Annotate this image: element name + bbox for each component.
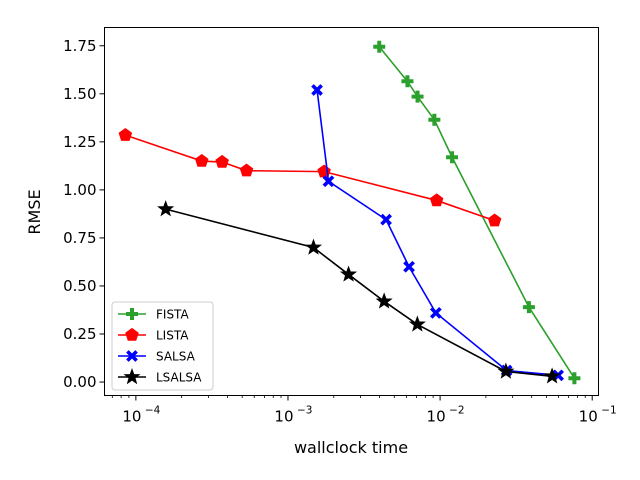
legend-item-lista: LISTA [118, 327, 189, 343]
fista-point [411, 90, 424, 103]
lista-point [118, 127, 133, 141]
series-fista [373, 40, 581, 385]
lista-point [487, 213, 502, 227]
lista-point [215, 154, 229, 168]
lsalsa-point [543, 367, 561, 384]
salsa-point [311, 84, 323, 96]
y-tick-label: 0.50 [63, 277, 96, 295]
fista-point [428, 113, 441, 126]
series-layer [118, 40, 581, 385]
fista-point [401, 75, 414, 88]
y-tick-label: 1.50 [63, 85, 96, 103]
legend-marker-lsalsa [123, 368, 141, 385]
x-axis-label: wallclock time [294, 438, 408, 457]
y-tick-label: 1.75 [63, 37, 96, 55]
legend: FISTA LISTA SALSA LSALSA [111, 301, 214, 391]
legend-item-salsa: SALSA [118, 350, 196, 364]
legend-marker-salsa [126, 350, 138, 362]
fista-point [373, 40, 386, 53]
y-tick-label: 0.75 [63, 229, 96, 247]
x-tick-label: 10 [579, 408, 598, 426]
legend-label-fista: FISTA [156, 308, 189, 322]
legend-marker-lista [125, 327, 139, 341]
lsalsa-point [497, 362, 515, 379]
x-tick-exponent: −4 [145, 405, 161, 417]
fista-point [522, 301, 535, 314]
salsa-point [403, 260, 415, 273]
lsalsa-point [375, 292, 393, 309]
lista-point [239, 163, 254, 177]
legend-item-fista: FISTA [118, 308, 189, 322]
lsalsa-point [408, 315, 426, 332]
salsa-point [380, 213, 392, 226]
y-tick-label: 1.00 [63, 181, 96, 199]
lista-point [429, 193, 444, 207]
salsa-point [322, 175, 335, 188]
series-lsalsa [157, 200, 561, 384]
x-tick-exponent: −2 [449, 405, 464, 417]
lista-point [194, 153, 209, 167]
x-tick-exponent: −1 [601, 405, 616, 417]
y-axis-label: RMSE [25, 189, 44, 234]
axes-layer: 0.00 0.25 0.50 0.75 1.00 1.25 1.50 1.75 10 −4 10 −3… [63, 37, 617, 426]
salsa-point [429, 306, 442, 319]
x-tick-label: 10 [274, 408, 293, 426]
y-tick-label: 0.00 [63, 373, 96, 391]
lsalsa-point [157, 200, 175, 217]
x-tick-exponent: −3 [297, 405, 312, 417]
legend-label-lsalsa: LSALSA [156, 371, 202, 385]
fista-point [446, 151, 459, 164]
x-tick-label: 10 [427, 408, 446, 426]
y-tick-label: 0.25 [63, 325, 96, 343]
y-tick-label: 1.25 [63, 133, 96, 151]
legend-frame [111, 301, 214, 391]
fista-point [568, 372, 581, 385]
x-tick-label: 10 [122, 408, 141, 426]
legend-item-lsalsa: LSALSA [118, 368, 202, 385]
lsalsa-point [304, 238, 322, 255]
legend-label-salsa: SALSA [156, 350, 196, 364]
legend-label-lista: LISTA [156, 329, 189, 343]
plot-frame [104, 27, 599, 396]
legend-marker-fista [126, 308, 138, 320]
lsalsa-point [340, 265, 358, 282]
